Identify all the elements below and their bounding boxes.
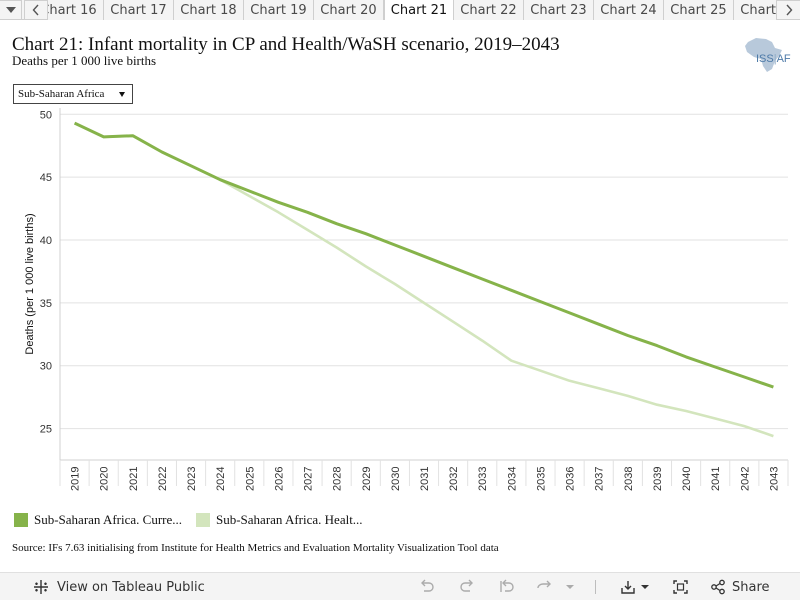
view-on-tableau-public-label: View on Tableau Public <box>57 579 205 595</box>
x-tick-label: 2030 <box>390 467 402 491</box>
tab-chart-22[interactable]: Chart 22 <box>454 0 524 20</box>
share-label: Share <box>732 579 770 595</box>
revert-icon <box>500 579 514 592</box>
x-tick-label: 2026 <box>273 467 285 491</box>
tab-chart-25[interactable]: Chart 25 <box>664 0 734 20</box>
x-tick-label: 2038 <box>623 467 635 491</box>
caret-down-icon <box>119 92 125 97</box>
logo-text: ISS|AF <box>756 53 791 65</box>
caret-down-icon <box>641 585 649 589</box>
legend-label: Sub-Saharan Africa. Healt... <box>216 512 363 527</box>
tableau-toolbar: View on Tableau Public Share <box>0 572 800 600</box>
x-tick-label: 2042 <box>739 467 751 491</box>
x-tick-label: 2027 <box>303 467 315 491</box>
refresh-icon <box>537 580 551 589</box>
tab-chart-26[interactable]: Chart 26 <box>734 0 776 20</box>
x-tick-label: 2022 <box>157 467 169 491</box>
chevron-left-icon <box>32 4 39 16</box>
redo-button[interactable] <box>458 579 476 595</box>
x-tick-label: 2043 <box>768 467 780 491</box>
y-tick-label: 30 <box>40 361 52 373</box>
logo-text-main: ISS <box>756 53 774 65</box>
legend-item-current-path[interactable]: Sub-Saharan Africa. Curre... <box>14 512 182 528</box>
caret-down-icon <box>566 585 574 589</box>
x-tick-label: 2033 <box>477 467 489 491</box>
region-filter-value: Sub-Saharan Africa <box>18 88 105 100</box>
line-chart: 25 30 35 40 45 50 2019 2020 2021 2022 2023 2024 2025… <box>24 108 789 491</box>
legend-label: Sub-Saharan Africa. Curre... <box>34 512 183 527</box>
fullscreen-icon <box>673 580 688 594</box>
x-tick-label: 2041 <box>710 467 722 491</box>
tab-chart-24[interactable]: Chart 24 <box>594 0 664 20</box>
axes: 25 30 35 40 45 50 2019 2020 2021 2022 2023 2024 2025… <box>40 108 789 491</box>
x-tick-label: 2023 <box>186 467 198 491</box>
africa-map-icon <box>745 38 782 72</box>
y-tick-label: 50 <box>40 109 52 121</box>
download-icon <box>621 581 635 594</box>
iss-africa-logo: ISS|AF <box>742 36 791 74</box>
x-tick-label: 2019 <box>70 467 82 491</box>
x-tick-label: 2040 <box>681 467 693 491</box>
x-tick-label: 2037 <box>594 467 606 491</box>
x-tick-label: 2029 <box>361 467 373 491</box>
download-button[interactable] <box>620 579 650 595</box>
tab-chart-21[interactable]: Chart 21 <box>384 0 454 20</box>
tab-chart-20[interactable]: Chart 20 <box>314 0 384 20</box>
undo-button[interactable] <box>418 579 436 595</box>
chart-subtitle: Deaths per 1 000 live births <box>12 53 157 68</box>
fullscreen-button[interactable] <box>672 579 690 595</box>
series-line-health-wash[interactable] <box>74 121 774 438</box>
y-tick-label: 25 <box>40 424 52 436</box>
redo-icon <box>460 579 473 592</box>
share-button[interactable]: Share <box>710 579 770 595</box>
refresh-options-dropdown[interactable] <box>565 579 575 595</box>
source-note: Source: IFs 7.63 initialising from Insti… <box>12 542 499 554</box>
x-tick-label: 2031 <box>419 467 431 491</box>
y-tick-label: 40 <box>40 235 52 247</box>
tab-chart-16[interactable]: Chart 16 <box>48 0 104 20</box>
chart-title: Chart 21: Infant mortality in CP and Hea… <box>12 34 560 55</box>
x-tick-label: 2036 <box>565 467 577 491</box>
revert-button[interactable] <box>498 579 516 595</box>
series-line-current-path[interactable] <box>73 121 774 389</box>
x-tick-label: 2035 <box>535 467 547 491</box>
x-tick-label: 2020 <box>99 467 111 491</box>
x-tick-label: 2032 <box>448 467 460 491</box>
chevron-right-icon <box>785 4 792 16</box>
share-icon <box>711 579 725 595</box>
y-tick-label: 35 <box>40 298 52 310</box>
legend-swatch <box>14 513 28 527</box>
view-on-tableau-public-link[interactable]: View on Tableau Public <box>33 579 205 595</box>
logo-text-suffix: AF <box>776 53 791 65</box>
x-tick-label: 2025 <box>244 467 256 491</box>
tab-chart-17[interactable]: Chart 17 <box>104 0 174 20</box>
caret-down-icon <box>5 7 16 13</box>
scroll-tabs-left-button[interactable] <box>24 0 48 20</box>
legend-item-health-wash[interactable]: Sub-Saharan Africa. Healt... <box>196 512 363 528</box>
y-tick-label: 45 <box>40 172 52 184</box>
x-tick-label: 2039 <box>652 467 664 491</box>
series-lines <box>73 121 774 438</box>
y-axis-title: Deaths (per 1 000 live births) <box>24 213 36 354</box>
tab-chart-19[interactable]: Chart 19 <box>244 0 314 20</box>
tableau-logo-icon <box>34 580 48 594</box>
region-filter-dropdown[interactable]: Sub-Saharan Africa <box>13 84 133 104</box>
sheet-list-dropdown-button[interactable] <box>0 0 22 20</box>
tab-chart-18[interactable]: Chart 18 <box>174 0 244 20</box>
tab-chart-23[interactable]: Chart 23 <box>524 0 594 20</box>
x-tick-label: 2024 <box>215 467 227 491</box>
logo-separator: | <box>773 53 777 65</box>
undo-icon <box>421 579 434 592</box>
x-tick-label: 2034 <box>506 467 518 491</box>
x-tick-label: 2028 <box>332 467 344 491</box>
scroll-tabs-right-button[interactable] <box>776 0 800 20</box>
gridlines <box>60 113 788 430</box>
legend-swatch <box>196 513 210 527</box>
x-tick-label: 2021 <box>128 467 140 491</box>
refresh-button[interactable] <box>536 579 554 595</box>
toolbar-divider <box>595 580 596 594</box>
